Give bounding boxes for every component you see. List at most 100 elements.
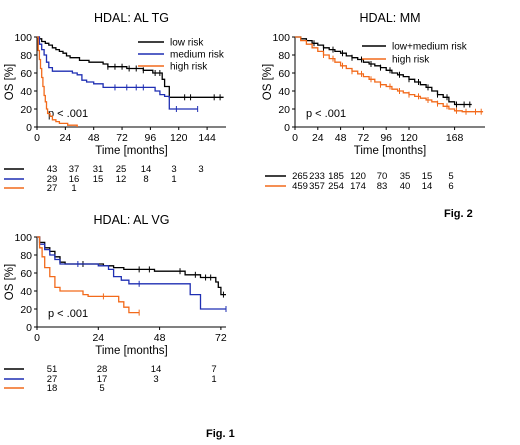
risk-table-cell: 29 [47, 174, 58, 185]
risk-table-cell: 1 [71, 183, 76, 194]
series-line-low-risk [37, 236, 226, 296]
y-tick-label: 0 [284, 122, 290, 134]
x-tick-label: 144 [198, 132, 216, 144]
risk-table-cell: 3 [198, 164, 203, 175]
y-tick-label: 100 [14, 232, 32, 244]
x-tick-label: 96 [380, 132, 392, 144]
x-axis-label: Time [months] [95, 145, 167, 157]
y-tick-label: 60 [278, 68, 290, 80]
y-axis-label: OS [%] [4, 264, 16, 300]
risk-table-cell: 1 [211, 374, 216, 385]
risk-table-cell: 27 [47, 183, 58, 194]
risk-table-cell: 265 [292, 171, 308, 182]
risk-table-cell: 16 [69, 174, 80, 185]
y-tick-label: 40 [278, 86, 290, 98]
chart-title: HDAL: AL TG [94, 11, 169, 25]
y-tick-label: 0 [26, 322, 32, 334]
x-axis-label: Time [months] [354, 145, 426, 157]
risk-table-cell: 7 [211, 364, 216, 375]
x-tick-label: 48 [154, 332, 166, 344]
p-value-annotation: p < .001 [48, 108, 88, 120]
risk-table-cell: 70 [377, 171, 388, 182]
x-tick-label: 96 [145, 132, 157, 144]
series-line-medium-risk [37, 236, 226, 310]
risk-table-cell: 31 [93, 164, 104, 175]
risk-table-cell: 185 [328, 171, 344, 182]
y-tick-label: 60 [20, 68, 32, 80]
x-tick-label: 48 [335, 132, 347, 144]
series-line-medium-risk [37, 36, 198, 110]
figure-1-caption: Fig. 1 [206, 428, 235, 440]
risk-table-cell: 15 [422, 171, 433, 182]
y-tick-label: 80 [20, 250, 32, 262]
p-value-annotation: p < .001 [48, 308, 88, 320]
legend-entry: medium risk [170, 50, 225, 61]
y-tick-label: 20 [278, 104, 290, 116]
risk-table-cell: 14 [141, 164, 152, 175]
risk-table-cell: 12 [116, 174, 127, 185]
risk-table-cell: 254 [328, 181, 344, 192]
y-tick-label: 60 [20, 268, 32, 280]
risk-table-cell: 3 [153, 374, 158, 385]
y-tick-label: 20 [20, 104, 32, 116]
risk-table-cell: 17 [97, 374, 108, 385]
x-tick-label: 72 [358, 132, 370, 144]
legend-entry: low+medium risk [392, 42, 468, 53]
risk-table-cell: 51 [47, 364, 58, 375]
x-axis-label: Time [months] [95, 345, 167, 357]
y-axis-label: OS [%] [262, 64, 274, 100]
x-tick-label: 24 [60, 132, 72, 144]
chart-panel-altg: HDAL: AL TG 0 20 40 60 80 100 0 24 48 72 96 120 144 Ti… [4, 11, 226, 194]
risk-table-cell: 15 [93, 174, 104, 185]
risk-table-cell: 25 [116, 164, 127, 175]
risk-table-cell: 18 [47, 383, 58, 394]
chart-panel-alvg: HDAL: AL VG 0 20 40 60 80 100 0 24 48 72 Time [mont… [4, 213, 227, 394]
risk-table-cell: 233 [309, 171, 325, 182]
x-tick-label: 24 [312, 132, 324, 144]
risk-table-cell: 37 [69, 164, 80, 175]
y-tick-label: 100 [14, 32, 32, 44]
legend-entry: low risk [170, 38, 204, 49]
legend-entry: high risk [170, 62, 208, 73]
legend-entry: high risk [392, 55, 430, 66]
x-tick-label: 168 [446, 132, 464, 144]
risk-table-cell: 3 [171, 164, 176, 175]
y-tick-label: 40 [20, 86, 32, 98]
x-tick-label: 0 [34, 332, 40, 344]
risk-table-cell: 43 [47, 164, 58, 175]
x-tick-label: 0 [34, 132, 40, 144]
y-tick-label: 20 [20, 304, 32, 316]
risk-table-cell: 8 [143, 174, 148, 185]
chart-title: HDAL: AL VG [94, 213, 170, 227]
series-line-low-risk [37, 36, 224, 98]
y-tick-label: 40 [20, 286, 32, 298]
y-tick-label: 80 [278, 50, 290, 62]
risk-table-cell: 28 [97, 364, 108, 375]
chart-panel-mm: HDAL: MM 0 20 40 60 80 100 0 24 48 72 96 120 168 Time … [262, 11, 485, 192]
x-tick-label: 120 [400, 132, 418, 144]
risk-table-cell: 40 [400, 181, 411, 192]
risk-table-cell: 174 [350, 181, 366, 192]
risk-table-cell: 1 [171, 174, 176, 185]
y-tick-label: 80 [20, 50, 32, 62]
risk-table-cell: 14 [422, 181, 433, 192]
figure-2-caption: Fig. 2 [444, 208, 473, 220]
chart-title: HDAL: MM [359, 11, 420, 25]
x-tick-label: 72 [215, 332, 227, 344]
y-tick-label: 0 [26, 122, 32, 134]
risk-table-cell: 357 [309, 181, 325, 192]
risk-table-cell: 27 [47, 374, 58, 385]
x-tick-label: 24 [92, 332, 104, 344]
risk-table-cell: 83 [377, 181, 388, 192]
risk-table-cell: 120 [350, 171, 366, 182]
x-tick-label: 120 [170, 132, 188, 144]
x-tick-label: 48 [88, 132, 100, 144]
x-tick-label: 72 [116, 132, 128, 144]
p-value-annotation: p < .001 [306, 108, 346, 120]
series-line-high-risk [37, 236, 140, 314]
risk-table-cell: 5 [99, 383, 104, 394]
risk-table-cell: 35 [400, 171, 411, 182]
risk-table-cell: 6 [448, 181, 453, 192]
x-tick-label: 0 [292, 132, 298, 144]
